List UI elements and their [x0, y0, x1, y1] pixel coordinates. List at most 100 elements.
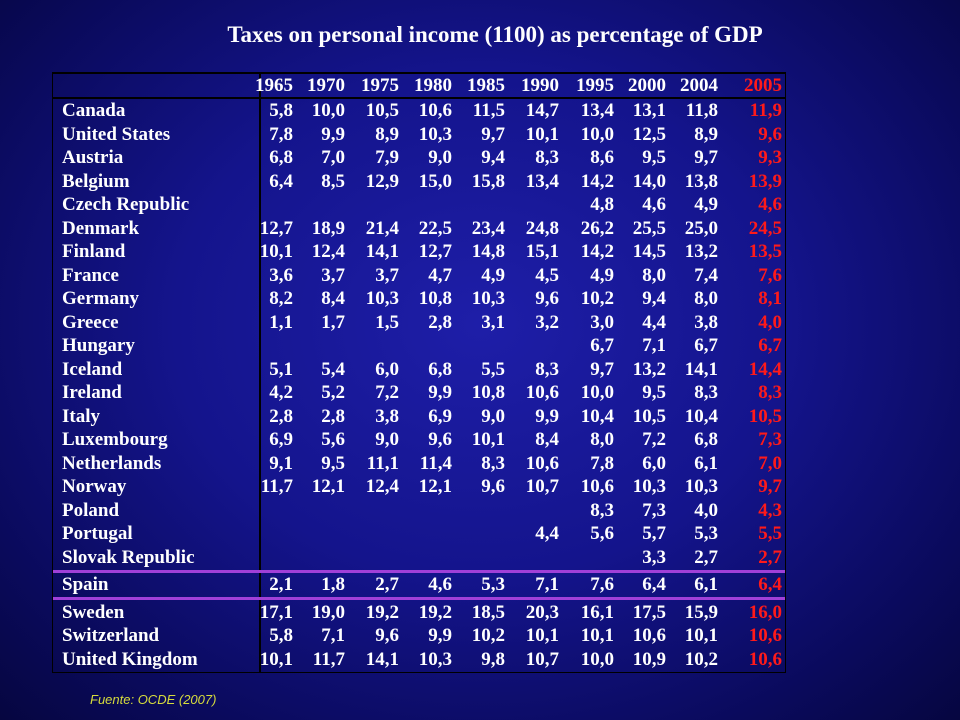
value-cell: 9,7: [758, 476, 782, 497]
value-cell: 6,8: [428, 358, 452, 380]
value-cell: 15,8: [471, 170, 505, 192]
value-cell: 10,7: [525, 648, 559, 670]
country-name: Spain: [62, 574, 109, 595]
value-cell: 4,2: [269, 382, 293, 403]
value-cell: 8,4: [535, 429, 559, 450]
value-cell: 10,3: [418, 123, 452, 145]
value-cell: 8,3: [590, 499, 614, 521]
value-cell: 6,4: [642, 574, 666, 595]
value-cell: 5,7: [642, 523, 666, 544]
value-cell: 10,4: [684, 405, 718, 427]
value-cell: 8,4: [321, 288, 345, 309]
value-cell: [507, 499, 559, 522]
value-cell: 8,9: [694, 123, 718, 145]
year-header: 2004: [680, 75, 718, 96]
value-cell: 19,2: [418, 601, 452, 623]
value-cell: 9,9: [535, 405, 559, 427]
value-cell: 14,2: [580, 170, 614, 192]
country-name: Czech Republic: [62, 194, 190, 215]
country-name: United States: [62, 123, 171, 145]
value-cell: [293, 546, 345, 569]
value-cell: [453, 499, 505, 522]
value-cell: 10,2: [580, 288, 614, 309]
value-cell: 10,0: [580, 648, 614, 670]
value-cell: 10,1: [580, 625, 614, 646]
value-cell: 9,6: [428, 429, 452, 450]
value-cell: 11,9: [749, 100, 782, 121]
value-cell: 4,7: [428, 264, 452, 286]
value-cell: 3,1: [481, 311, 505, 333]
value-cell: 6,0: [375, 358, 399, 380]
value-cell: 10,5: [365, 100, 399, 121]
country-name: Slovak Republic: [62, 546, 195, 568]
value-cell: 9,8: [481, 648, 505, 670]
table-row: Austria 6,8 7,0 7,9 9,0 9,4 8,3 8,6 9,5 9,7 9,3: [53, 146, 785, 169]
value-cell: 9,5: [642, 147, 666, 168]
value-cell: 10,1: [471, 429, 505, 450]
value-cell: [347, 546, 399, 569]
value-cell: 6,1: [694, 574, 718, 595]
value-cell: 7,9: [375, 147, 399, 168]
table-row: Italy 2,8 2,8 3,8 6,9 9,0 9,9 10,4 10,5 10,4 10,5: [53, 405, 785, 428]
value-cell: 9,9: [428, 382, 452, 403]
value-cell: 13,2: [632, 358, 666, 380]
table-title: Taxes on personal income (1100) as perce…: [227, 22, 763, 47]
value-cell: 21,4: [365, 217, 399, 239]
value-cell: 3,0: [590, 311, 614, 333]
value-cell: 8,3: [758, 382, 782, 403]
year-header: 1970: [307, 75, 345, 96]
value-cell: 10,6: [748, 648, 782, 670]
value-cell: 9,7: [590, 358, 614, 380]
value-cell: 7,1: [321, 625, 345, 646]
table-row: Norway 11,7 12,1 12,4 12,1 9,6 10,7 10,6 10,3 10,…: [53, 475, 785, 498]
value-cell: 10,0: [580, 123, 614, 145]
value-cell: 8,6: [590, 147, 614, 168]
country-name: Italy: [62, 405, 100, 427]
value-cell: 8,5: [321, 170, 345, 192]
value-cell: 12,7: [259, 217, 293, 239]
value-cell: [507, 193, 559, 216]
value-cell: 10,0: [580, 382, 614, 403]
year-header: 2000: [628, 75, 666, 96]
value-cell: [400, 499, 452, 522]
value-cell: 11,1: [366, 452, 399, 474]
value-cell: 10,4: [580, 405, 614, 427]
value-cell: 2,8: [321, 405, 345, 427]
value-cell: 7,3: [642, 499, 666, 521]
value-cell: 8,2: [269, 288, 293, 309]
value-cell: 7,2: [375, 382, 399, 403]
value-cell: [507, 334, 559, 357]
value-cell: 7,2: [642, 429, 666, 450]
value-cell: 2,7: [694, 546, 718, 568]
value-cell: 12,5: [632, 123, 666, 145]
country-name: Belgium: [62, 170, 130, 192]
value-cell: 11,5: [472, 100, 505, 121]
year-header: 1985: [467, 75, 505, 96]
value-cell: 8,0: [642, 264, 666, 286]
table-row: Finland 10,1 12,4 14,1 12,7 14,8 15,1 14,2 14,5 1…: [53, 240, 785, 263]
value-cell: 10,5: [748, 405, 782, 427]
value-cell: 7,4: [694, 264, 718, 286]
value-cell: [400, 546, 452, 569]
value-cell: 8,3: [535, 147, 559, 168]
column-divider: [259, 74, 261, 672]
value-cell: 23,4: [471, 217, 505, 239]
country-name: Hungary: [62, 335, 135, 356]
value-cell: 12,1: [311, 476, 345, 497]
value-cell: 6,7: [590, 335, 614, 356]
value-cell: [293, 334, 345, 357]
value-cell: 10,5: [632, 405, 666, 427]
value-cell: 4,4: [535, 523, 559, 544]
value-cell: 4,6: [428, 574, 452, 595]
value-cell: 7,8: [590, 452, 614, 474]
value-cell: 9,9: [321, 123, 345, 145]
value-cell: 4,6: [642, 194, 666, 215]
value-cell: 7,8: [269, 123, 293, 145]
table-row: Luxembourg 6,9 5,6 9,0 9,6 10,1 8,4 8,0 7,2 6,8 7,…: [53, 428, 785, 451]
value-cell: [507, 546, 559, 569]
value-cell: 9,4: [481, 147, 505, 168]
value-cell: 22,5: [418, 217, 452, 239]
value-cell: [241, 522, 293, 545]
spain-bottom-separator: [53, 596, 785, 600]
table-row: United Kingdom 10,1 11,7 14,1 10,3 9,8 10,7 10,…: [53, 648, 785, 671]
